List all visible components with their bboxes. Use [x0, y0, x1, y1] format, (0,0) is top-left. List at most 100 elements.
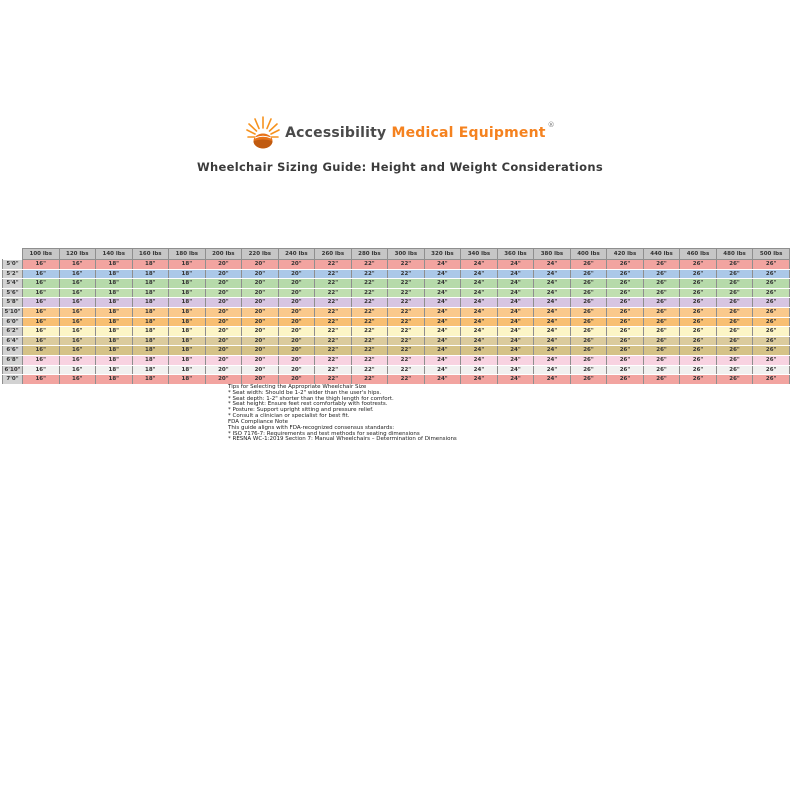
weight-header: 200 lbs — [204, 248, 243, 260]
table-row: 5'8" 16" 16" 18" 18" 18" 20" 20" 20" 22" 22" 22" 24"… — [2, 297, 790, 308]
seat-width-cell: 20" — [277, 278, 316, 289]
seat-width-cell: 18" — [131, 354, 170, 366]
seat-width-cell: 16" — [58, 306, 97, 318]
seat-width-cell: 18" — [131, 345, 170, 356]
seat-width-cell: 22" — [387, 345, 425, 356]
compliance-intro: This guide aligns with FDA-recognized co… — [228, 424, 395, 431]
weight-header: 440 lbs — [642, 248, 681, 260]
seat-width-cell: 18" — [95, 374, 133, 385]
table-row: 5'6" 16" 16" 18" 18" 18" 20" 20" 20" 22" 22" 22" 24"… — [2, 287, 790, 299]
seat-width-cell: 18" — [168, 306, 206, 318]
seat-width-cell: 26" — [715, 297, 754, 308]
seat-width-cell: 20" — [204, 316, 243, 328]
seat-width-cell: 18" — [168, 374, 206, 385]
seat-width-cell: 26" — [642, 278, 681, 289]
seat-width-cell: 20" — [204, 354, 243, 366]
seat-width-cell: 22" — [387, 297, 425, 308]
seat-width-cell: 26" — [642, 326, 681, 337]
seat-width-cell: 22" — [387, 259, 425, 270]
weight-header: 500 lbs — [752, 248, 790, 260]
seat-width-cell: 20" — [204, 297, 243, 308]
brand-name-primary: Accessibility — [285, 125, 387, 141]
seat-width-cell: 24" — [496, 364, 535, 376]
seat-width-cell: 26" — [606, 268, 644, 280]
seat-width-cell: 26" — [752, 345, 790, 356]
weight-header: 120 lbs — [58, 248, 97, 260]
seat-width-cell: 22" — [314, 374, 352, 385]
seat-width-cell: 26" — [642, 354, 681, 366]
seat-width-cell: 24" — [460, 326, 498, 337]
seat-width-cell: 26" — [606, 374, 644, 385]
seat-width-cell: 20" — [241, 306, 279, 318]
seat-width-cell: 26" — [569, 297, 608, 308]
height-label: 5'2" — [2, 268, 23, 280]
seat-width-cell: 24" — [496, 374, 535, 385]
seat-width-cell: 18" — [131, 374, 170, 385]
seat-width-cell: 24" — [460, 316, 498, 328]
seat-width-cell: 26" — [679, 297, 717, 308]
seat-width-cell: 16" — [58, 345, 97, 356]
seat-width-cell: 26" — [715, 374, 754, 385]
seat-width-cell: 20" — [241, 287, 279, 299]
seat-width-cell: 24" — [496, 268, 535, 280]
seat-width-cell: 26" — [569, 259, 608, 270]
seat-width-cell: 26" — [569, 374, 608, 385]
seat-width-cell: 26" — [715, 268, 754, 280]
seat-width-cell: 24" — [533, 268, 571, 280]
seat-width-cell: 26" — [642, 316, 681, 328]
height-label: 5'6" — [2, 287, 23, 299]
table-row: 6'0" 16" 16" 18" 18" 18" 20" 20" 20" 22" 22" 22" 24"… — [2, 316, 790, 328]
seat-width-cell: 22" — [350, 306, 389, 318]
seat-width-cell: 26" — [606, 259, 644, 270]
seat-width-cell: 26" — [752, 259, 790, 270]
seat-width-cell: 20" — [241, 259, 279, 270]
weight-header: 400 lbs — [569, 248, 608, 260]
seat-width-cell: 26" — [752, 268, 790, 280]
seat-width-cell: 24" — [460, 354, 498, 366]
seat-width-cell: 22" — [350, 268, 389, 280]
seat-width-cell: 24" — [496, 278, 535, 289]
seat-width-cell: 16" — [58, 374, 97, 385]
height-label: 7'0" — [2, 374, 23, 385]
seat-width-cell: 26" — [642, 259, 681, 270]
seat-width-cell: 26" — [679, 335, 717, 347]
seat-width-cell: 18" — [95, 268, 133, 280]
seat-width-cell: 24" — [533, 345, 571, 356]
seat-width-cell: 26" — [752, 306, 790, 318]
weight-header: 340 lbs — [460, 248, 498, 260]
seat-width-cell: 26" — [715, 287, 754, 299]
seat-width-cell: 26" — [569, 364, 608, 376]
seat-width-cell: 24" — [533, 306, 571, 318]
seat-width-cell: 18" — [95, 326, 133, 337]
seat-width-cell: 26" — [715, 354, 754, 366]
seat-width-cell: 20" — [241, 297, 279, 308]
seat-width-cell: 20" — [277, 345, 316, 356]
seat-width-cell: 22" — [387, 364, 425, 376]
seat-width-cell: 24" — [496, 345, 535, 356]
seat-width-cell: 22" — [350, 345, 389, 356]
seat-width-cell: 24" — [423, 287, 462, 299]
table-row: 5'10" 16" 16" 18" 18" 18" 20" 20" 20" 22" 22" 22" 24… — [2, 306, 790, 318]
seat-width-cell: 26" — [715, 316, 754, 328]
height-label: 5'4" — [2, 278, 23, 289]
seat-width-cell: 20" — [277, 287, 316, 299]
seat-width-cell: 18" — [95, 278, 133, 289]
table-row: 6'4" 16" 16" 18" 18" 18" 20" 20" 20" 22" 22" 22" 24"… — [2, 335, 790, 347]
seat-width-cell: 24" — [423, 278, 462, 289]
seat-width-cell: 26" — [752, 326, 790, 337]
seat-width-cell: 26" — [715, 306, 754, 318]
brand-name: Accessibility Medical Equipment ® — [285, 121, 555, 141]
seat-width-cell: 18" — [95, 345, 133, 356]
table-row: 6'8" 16" 16" 18" 18" 18" 20" 20" 20" 22" 22" 22" 24"… — [2, 354, 790, 366]
seat-width-cell: 22" — [387, 268, 425, 280]
weight-header: 380 lbs — [533, 248, 571, 260]
seat-width-cell: 18" — [95, 297, 133, 308]
seat-width-cell: 24" — [533, 259, 571, 270]
tip-item: * Seat height: Ensure feet rest comforta… — [228, 401, 388, 408]
seat-width-cell: 24" — [496, 306, 535, 318]
seat-width-cell: 26" — [679, 364, 717, 376]
seat-width-cell: 24" — [423, 335, 462, 347]
seat-width-cell: 26" — [606, 364, 644, 376]
seat-width-cell: 16" — [22, 278, 60, 289]
